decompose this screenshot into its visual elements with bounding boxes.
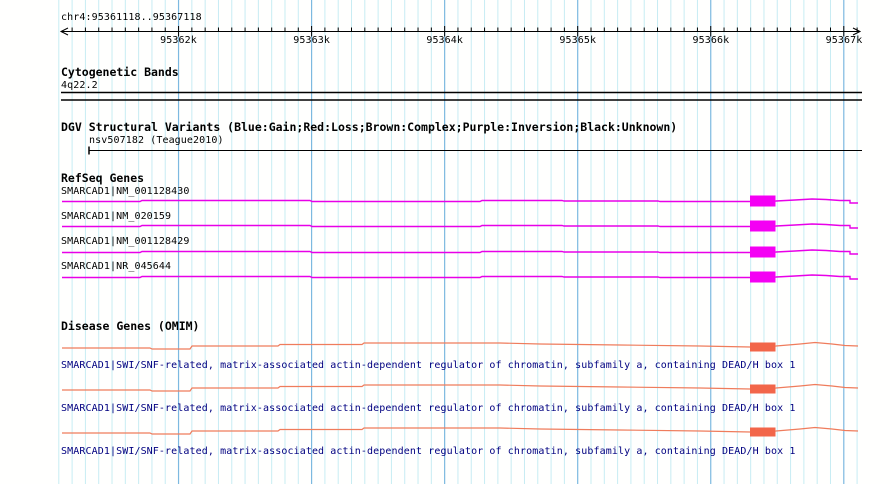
- gene-line[interactable]: [62, 426, 859, 435]
- axis-tick-label: 95362k: [160, 35, 197, 46]
- refseq-gene-label[interactable]: SMARCAD1|NR_045644: [61, 261, 172, 272]
- omim-gene-label[interactable]: SMARCAD1|SWI/SNF-related, matrix-associa…: [61, 403, 796, 414]
- exon-box[interactable]: [750, 220, 776, 232]
- omim-gene-label[interactable]: SMARCAD1|SWI/SNF-related, matrix-associa…: [61, 446, 796, 457]
- refseq-gene-label[interactable]: SMARCAD1|NM_001128430: [61, 186, 190, 197]
- region-coordinates: chr4:95361118..95367118: [61, 12, 202, 23]
- exon-box[interactable]: [750, 384, 776, 394]
- axis-tick-label: 95367k: [825, 35, 863, 46]
- dgv-variant-label[interactable]: nsv507182 (Teague2010): [89, 135, 224, 146]
- gene-line[interactable]: [62, 274, 858, 280]
- gene-line[interactable]: [62, 341, 859, 350]
- cytoband-track-title: Cytogenetic Bands: [61, 65, 179, 79]
- dgv-track-title: DGV Structural Variants (Blue:Gain;Red:L…: [61, 120, 678, 134]
- axis-tick-label: 95366k: [692, 35, 730, 46]
- gene-line[interactable]: [62, 223, 858, 229]
- refseq-gene-label[interactable]: SMARCAD1|NM_001128429: [61, 236, 190, 247]
- exon-box[interactable]: [750, 271, 776, 283]
- refseq-gene-label[interactable]: SMARCAD1|NM_020159: [61, 211, 172, 222]
- exon-box[interactable]: [750, 195, 776, 207]
- axis-tick-label: 95365k: [559, 35, 597, 46]
- gene-line[interactable]: [62, 198, 858, 204]
- gene-line[interactable]: [62, 249, 858, 255]
- gene-line[interactable]: [62, 383, 859, 392]
- exon-box[interactable]: [750, 342, 776, 352]
- axis-tick-label: 95363k: [293, 35, 330, 46]
- ruler-left-arrow-icon: [59, 27, 69, 36]
- exon-box[interactable]: [750, 246, 776, 258]
- omim-gene-label[interactable]: SMARCAD1|SWI/SNF-related, matrix-associa…: [61, 360, 796, 371]
- exon-box[interactable]: [750, 427, 776, 437]
- cytoband-name: 4q22.2: [61, 80, 98, 91]
- ruler-right-arrow-icon: [852, 27, 862, 36]
- omim-track-title: Disease Genes (OMIM): [61, 319, 200, 333]
- axis-tick-label: 95364k: [426, 35, 464, 46]
- refseq-track-title: RefSeq Genes: [61, 171, 145, 185]
